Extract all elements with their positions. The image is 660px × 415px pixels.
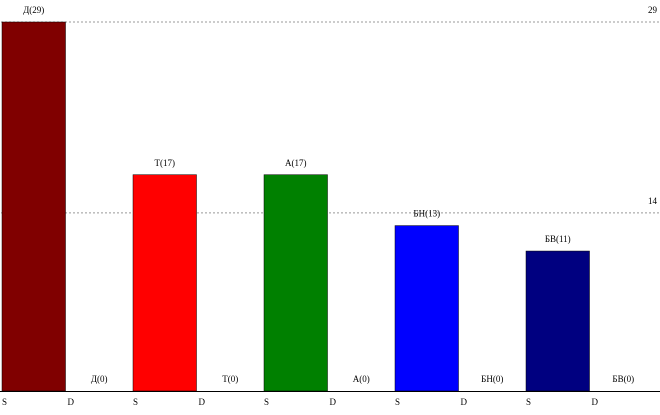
x-tick-label: D <box>461 397 468 407</box>
x-tick-label: S <box>264 397 269 407</box>
x-tick-label: S <box>395 397 400 407</box>
value-label: А(17) <box>285 158 307 168</box>
bar <box>394 225 459 392</box>
value-label: Д(29) <box>23 5 44 15</box>
value-label: Т(0) <box>222 374 238 384</box>
bar <box>525 250 590 392</box>
x-tick-label: D <box>199 397 206 407</box>
value-label: А(0) <box>353 374 370 384</box>
x-tick-label: S <box>133 397 138 407</box>
value-label: Т(17) <box>155 158 176 168</box>
x-tick-label: S <box>2 397 7 407</box>
value-label: БН(13) <box>413 209 440 219</box>
y-tick-label: 14 <box>648 196 658 206</box>
value-label: БН(0) <box>481 374 503 384</box>
bar <box>132 174 197 392</box>
x-tick-label: D <box>330 397 337 407</box>
x-tick-label: D <box>68 397 75 407</box>
value-label: Д(0) <box>91 374 108 384</box>
bar <box>263 174 328 392</box>
x-tick-label: S <box>526 397 531 407</box>
value-label: БВ(11) <box>545 234 571 244</box>
x-tick-label: D <box>592 397 599 407</box>
value-label: БВ(0) <box>612 374 634 384</box>
y-tick-label: 29 <box>648 5 658 15</box>
bar <box>1 21 66 392</box>
